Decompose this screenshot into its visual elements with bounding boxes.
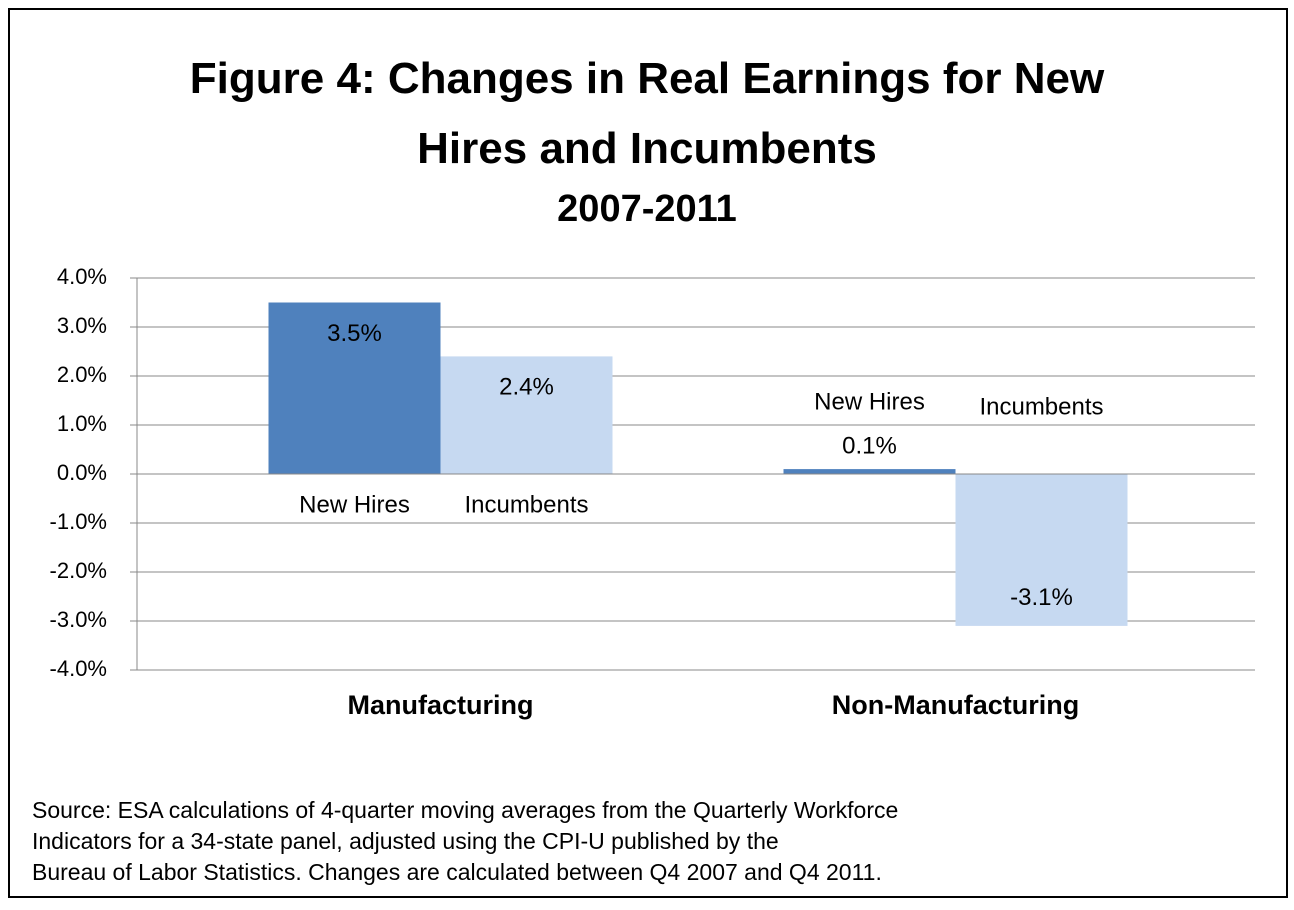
chart-subtitle: 2007-2011 [557,188,737,230]
source-line: Source: ESA calculations of 4-quarter mo… [32,797,899,823]
y-tick-label: 1.0% [57,411,107,436]
x-tick-label: Non-Manufacturing [832,690,1079,720]
source-line: Indicators for a 34-state panel, adjuste… [32,828,779,854]
series-label: Incumbents [464,491,588,518]
y-tick-label: 2.0% [57,362,107,387]
y-tick-label: 4.0% [57,264,107,289]
bar [783,469,956,474]
value-label: -3.1% [1010,584,1073,611]
bar [268,302,441,474]
bar [440,356,613,474]
series-label: New Hires [814,388,925,415]
x-tick-label: Manufacturing [348,690,534,720]
bar [955,474,1128,626]
y-tick-label: -3.0% [50,607,107,632]
y-tick-label: -4.0% [50,656,107,681]
frame [8,8,1288,898]
value-label: 3.5% [327,320,382,347]
value-label: 0.1% [842,432,897,459]
y-tick-label: 0.0% [57,460,107,485]
series-label: New Hires [299,491,410,518]
source-line: Bureau of Labor Statistics. Changes are … [32,859,882,885]
chart-title: Figure 4: Changes in Real Earnings for N… [189,54,1105,173]
source-note: Source: ESA calculations of 4-quarter mo… [32,795,898,888]
y-tick-label: -2.0% [50,558,107,583]
y-tick-label: -1.0% [50,509,107,534]
series-label: Incumbents [979,393,1103,420]
y-tick-label: 3.0% [57,313,107,338]
value-label: 2.4% [499,374,554,401]
